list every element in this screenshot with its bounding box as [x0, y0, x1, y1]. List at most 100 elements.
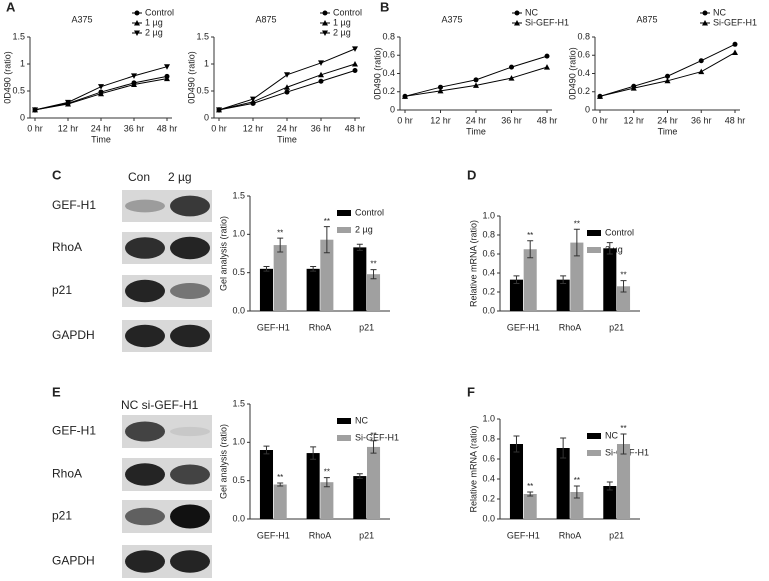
y-tick-label: 0.8	[577, 31, 590, 41]
y-tick-label: 1.0	[232, 437, 245, 447]
legend-marker	[322, 10, 328, 16]
y-tick-label: 0.8	[382, 31, 395, 41]
bar	[273, 484, 287, 519]
bar	[320, 482, 334, 519]
blot-band	[125, 237, 165, 259]
error-bar	[356, 243, 363, 251]
y-tick-label: 0.5	[196, 85, 209, 95]
data-point	[665, 73, 670, 79]
data-point	[318, 71, 324, 78]
blot-band	[125, 279, 165, 303]
data-point	[508, 75, 515, 81]
legend-label: 2 µg	[355, 224, 373, 234]
x-tick-label: 48 hr	[725, 115, 746, 125]
legend-label: Control	[145, 7, 174, 17]
blot-band	[170, 283, 210, 299]
error-bar	[356, 473, 363, 479]
y-tick-label: 0.6	[382, 50, 395, 60]
panel-letter: C	[52, 167, 62, 182]
data-point	[402, 93, 408, 99]
blot-lane-label: NC si-GEF-H1	[121, 398, 199, 412]
legend-label: NC	[525, 7, 538, 17]
data-point	[630, 85, 637, 91]
y-tick-label: 0	[390, 104, 395, 114]
data-point	[131, 81, 137, 88]
data-point	[164, 75, 170, 82]
y-tick-label: 1.0	[482, 210, 495, 220]
data-point	[352, 46, 358, 52]
significance-label: **	[324, 468, 330, 477]
error-bar	[370, 269, 377, 280]
blot-band	[170, 236, 210, 260]
chart-title: A875	[255, 14, 276, 24]
legend-swatch	[587, 433, 601, 439]
x-tick-label: 48 hr	[345, 123, 366, 133]
bar	[306, 268, 320, 311]
x-tick-label: 12 hr	[58, 123, 79, 133]
y-tick-label: 0.2	[482, 286, 495, 296]
legend-label: 2 µg	[333, 27, 351, 37]
legend-label: NC	[355, 415, 368, 425]
y-axis-label: Gel analysis (ratio)	[218, 216, 228, 291]
x-tick-label: RhoA	[559, 322, 582, 332]
error-bar	[620, 433, 627, 455]
x-axis-label: Time	[277, 134, 297, 144]
data-point	[509, 64, 514, 70]
bar	[509, 279, 524, 311]
blot-band	[170, 195, 210, 217]
data-point	[544, 53, 550, 59]
bar	[320, 239, 334, 311]
y-tick-label: 0.0	[232, 305, 245, 315]
y-tick-label: 0.6	[482, 453, 495, 463]
data-point	[438, 84, 443, 90]
y-tick-label: 0.0	[482, 513, 495, 523]
y-tick-label: 0	[204, 112, 209, 122]
y-tick-label: 0.4	[482, 473, 495, 483]
data-point	[544, 64, 550, 70]
data-point	[473, 77, 479, 83]
bar	[603, 486, 617, 519]
significance-label: **	[574, 476, 580, 485]
chart-title: A375	[71, 14, 92, 24]
x-tick-label: 48 hr	[157, 123, 178, 133]
data-point	[597, 93, 603, 99]
x-tick-label: RhoA	[309, 322, 332, 332]
chart-title: A875	[636, 14, 657, 24]
bar	[603, 248, 617, 311]
y-tick-label: 0.6	[482, 248, 495, 258]
data-point	[284, 89, 290, 95]
legend-label: NC	[713, 7, 726, 17]
y-tick-label: 0.8	[482, 433, 495, 443]
y-tick-label: 0.2	[382, 86, 395, 96]
bar	[509, 444, 524, 519]
significance-label: **	[277, 228, 283, 237]
error-bar	[513, 435, 520, 453]
legend-swatch	[587, 450, 601, 456]
data-point	[284, 84, 290, 90]
blot-row-label: GAPDH	[52, 554, 95, 568]
x-tick-label: RhoA	[309, 530, 332, 540]
bar	[353, 476, 367, 519]
bar	[556, 448, 570, 519]
x-tick-label: GEF-H1	[257, 530, 290, 540]
significance-label: **	[277, 473, 283, 482]
data-point	[352, 61, 358, 67]
x-tick-label: 12 hr	[243, 123, 264, 133]
error-bar	[263, 445, 270, 455]
blot-band	[170, 504, 210, 529]
y-tick-label: 1	[204, 58, 209, 68]
legend-label: Control	[333, 7, 362, 17]
legend-marker	[702, 20, 708, 26]
error-bar	[527, 491, 534, 497]
x-tick-label: GEF-H1	[507, 530, 540, 540]
data-point	[698, 58, 704, 64]
blot-row-label: GEF-H1	[52, 198, 96, 212]
y-tick-label: 0.6	[577, 50, 590, 60]
error-bar	[277, 237, 284, 253]
y-tick-label: 0.0	[482, 305, 495, 315]
y-tick-label: 0	[585, 104, 590, 114]
bar	[570, 242, 584, 311]
y-tick-label: 1.0	[232, 229, 245, 239]
y-axis-label: 0D490 (ratio)	[186, 51, 196, 104]
bar	[616, 444, 631, 519]
